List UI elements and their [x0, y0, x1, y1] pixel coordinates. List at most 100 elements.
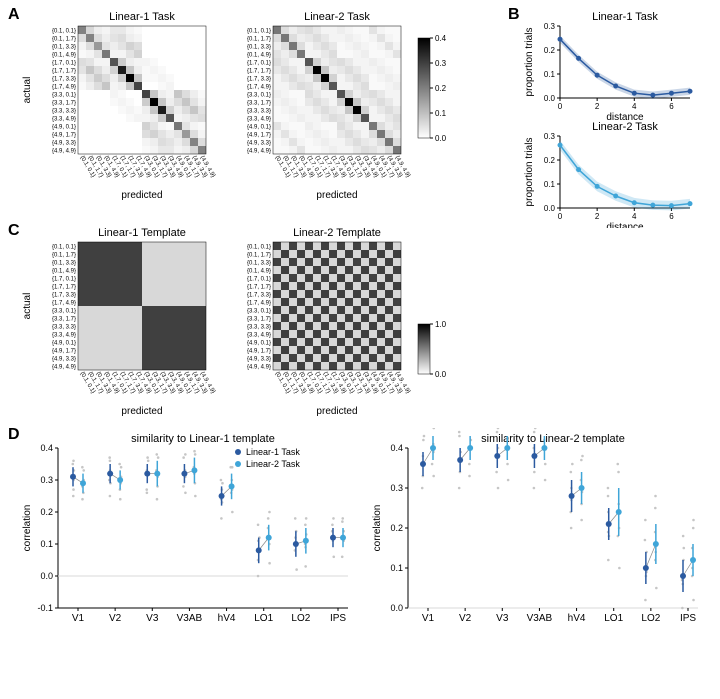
svg-text:{0.1, 1.7}: {0.1, 1.7}: [52, 36, 76, 42]
svg-text:0.2: 0.2: [544, 156, 556, 165]
panel-c-templates: Linear-1 Template{0.1, 0.1}{0.1, 1.7}{0.…: [8, 224, 508, 424]
svg-text:-0.1: -0.1: [37, 603, 53, 613]
panel-a-heatmaps: Linear-1 Task {0.1, 0.1} {0.1, 1.7} {0.1, 3…: [8, 8, 508, 208]
svg-text:0.0: 0.0: [435, 370, 447, 379]
svg-text:predicted: predicted: [121, 190, 162, 201]
svg-text:{4.9, 0.1}: {4.9, 0.1}: [52, 124, 76, 130]
svg-text:{0.1, 0.1}: {0.1, 0.1}: [247, 28, 271, 34]
svg-text:{0.1, 1.7}: {0.1, 1.7}: [247, 36, 271, 42]
panel-b-linecharts: Linear-1 Task 0.0 0.1 0.2 0.3 0 2 4 6 proportion …: [508, 8, 708, 228]
svg-text:{3.3, 4.9}: {3.3, 4.9}: [52, 332, 76, 338]
svg-text:{1.7, 3.3}: {1.7, 3.3}: [52, 76, 76, 82]
svg-text:LO2: LO2: [641, 613, 660, 624]
svg-text:{4.9, 0.1}: {4.9, 0.1}: [247, 124, 271, 130]
svg-text:{3.3, 3.3}: {3.3, 3.3}: [52, 324, 76, 330]
svg-text:V3: V3: [496, 613, 509, 624]
svg-text:Linear-2 Task: Linear-2 Task: [592, 121, 658, 133]
svg-text:{1.7, 4.9}: {1.7, 4.9}: [247, 84, 271, 90]
svg-text:actual: actual: [22, 293, 33, 320]
svg-text:{3.3, 3.3}: {3.3, 3.3}: [247, 108, 271, 114]
svg-text:2: 2: [595, 212, 600, 221]
svg-text:0.3: 0.3: [390, 483, 403, 493]
svg-text:Linear-2 Template: Linear-2 Template: [293, 227, 381, 239]
svg-text:0.0: 0.0: [40, 571, 53, 581]
svg-text:{4.9, 3.3}: {4.9, 3.3}: [52, 356, 76, 362]
svg-text:V3AB: V3AB: [527, 613, 553, 624]
svg-text:{1.7, 1.7}: {1.7, 1.7}: [52, 68, 76, 74]
svg-text:Linear-2 Task: Linear-2 Task: [246, 459, 300, 469]
svg-text:{3.3, 3.3}: {3.3, 3.3}: [247, 324, 271, 330]
svg-text:{3.3, 1.7}: {3.3, 1.7}: [52, 100, 76, 106]
svg-text:0.1: 0.1: [390, 563, 403, 573]
svg-text:LO1: LO1: [604, 613, 623, 624]
svg-text:{0.1, 4.9}: {0.1, 4.9}: [52, 52, 76, 58]
svg-text:LO2: LO2: [291, 613, 310, 624]
svg-text:similarity to Linear-1 templat: similarity to Linear-1 template: [131, 433, 275, 445]
svg-text:0.2: 0.2: [544, 46, 556, 55]
svg-text:0.2: 0.2: [390, 523, 403, 533]
svg-text:hV4: hV4: [568, 613, 586, 624]
svg-text:V2: V2: [459, 613, 472, 624]
svg-text:{1.7, 3.3}: {1.7, 3.3}: [247, 292, 271, 298]
panel-d-correlation: similarity to Linear-1 template -0.1 0.0 0.…: [8, 428, 708, 638]
svg-text:0.0: 0.0: [435, 134, 447, 143]
svg-text:0.3: 0.3: [435, 59, 447, 68]
svg-text:{3.3, 1.7}: {3.3, 1.7}: [52, 316, 76, 322]
svg-text:{0.1, 1.7}: {0.1, 1.7}: [52, 252, 76, 258]
svg-text:{4.9, 4.9}: {4.9, 4.9}: [52, 364, 76, 370]
svg-text:Linear-1 Task: Linear-1 Task: [592, 11, 658, 23]
svg-text:{0.1, 3.3}: {0.1, 3.3}: [52, 44, 76, 50]
svg-text:{1.7, 0.1}: {1.7, 0.1}: [247, 60, 271, 66]
svg-text:{3.3, 0.1}: {3.3, 0.1}: [247, 92, 271, 98]
svg-text:V1: V1: [422, 613, 435, 624]
svg-text:0.1: 0.1: [40, 539, 53, 549]
svg-text:V3: V3: [146, 613, 159, 624]
svg-text:0.2: 0.2: [435, 84, 447, 93]
svg-text:{0.1, 4.9}: {0.1, 4.9}: [247, 268, 271, 274]
svg-text:{0.1, 3.3}: {0.1, 3.3}: [247, 260, 271, 266]
svg-text:4: 4: [632, 102, 637, 111]
svg-text:0.2: 0.2: [40, 507, 53, 517]
svg-text:{1.7, 0.1}: {1.7, 0.1}: [52, 60, 76, 66]
svg-text:{0.1, 4.9}: {0.1, 4.9}: [247, 52, 271, 58]
svg-text:IPS: IPS: [330, 613, 346, 624]
svg-text:{4.9, 1.7}: {4.9, 1.7}: [247, 132, 271, 138]
svg-text:V1: V1: [72, 613, 85, 624]
svg-text:{3.3, 0.1}: {3.3, 0.1}: [247, 308, 271, 314]
svg-text:{1.7, 4.9}: {1.7, 4.9}: [52, 84, 76, 90]
svg-text:similarity to Linear-2 templat: similarity to Linear-2 template: [481, 433, 625, 445]
svg-text:proportion trials: proportion trials: [524, 28, 535, 97]
svg-text:{0.1, 0.1}: {0.1, 0.1}: [52, 244, 76, 250]
svg-text:6: 6: [669, 212, 674, 221]
svg-text:0.0: 0.0: [544, 204, 556, 213]
svg-text:1.0: 1.0: [435, 320, 447, 329]
svg-text:0.1: 0.1: [544, 70, 556, 79]
panel-label-b: B: [508, 6, 520, 24]
panel-label-a: A: [8, 6, 20, 24]
panel-label-d: D: [8, 426, 20, 444]
svg-text:0.0: 0.0: [544, 94, 556, 103]
svg-text:0: 0: [558, 102, 563, 111]
svg-text:{3.3, 0.1}: {3.3, 0.1}: [52, 308, 76, 314]
svg-text:0.4: 0.4: [435, 34, 447, 43]
svg-text:4: 4: [632, 212, 637, 221]
svg-text:{4.9, 0.1}: {4.9, 0.1}: [52, 340, 76, 346]
svg-text:{4.9, 4.9}: {4.9, 4.9}: [247, 364, 271, 370]
svg-text:{4.9, 4.9}: {4.9, 4.9}: [52, 148, 76, 154]
svg-text:{3.3, 4.9}: {3.3, 4.9}: [52, 116, 76, 122]
svg-text:{3.3, 0.1}: {3.3, 0.1}: [52, 92, 76, 98]
svg-text:{3.3, 3.3}: {3.3, 3.3}: [52, 108, 76, 114]
svg-text:{4.9, 1.7}: {4.9, 1.7}: [52, 132, 76, 138]
svg-text:{0.1, 4.9}: {0.1, 4.9}: [52, 268, 76, 274]
svg-text:hV4: hV4: [218, 613, 236, 624]
svg-text:{3.3, 4.9}: {3.3, 4.9}: [247, 332, 271, 338]
svg-text:Linear-1 Task: Linear-1 Task: [109, 11, 175, 23]
svg-text:actual: actual: [22, 77, 33, 104]
svg-text:{0.1, 1.7}: {0.1, 1.7}: [247, 252, 271, 258]
svg-text:{1.7, 0.1}: {1.7, 0.1}: [52, 276, 76, 282]
svg-text:0.3: 0.3: [544, 22, 556, 31]
svg-text:proportion trials: proportion trials: [524, 138, 535, 207]
svg-text:0.3: 0.3: [544, 132, 556, 141]
svg-text:{4.9, 4.9}: {4.9, 4.9}: [247, 148, 271, 154]
svg-text:LO1: LO1: [254, 613, 273, 624]
